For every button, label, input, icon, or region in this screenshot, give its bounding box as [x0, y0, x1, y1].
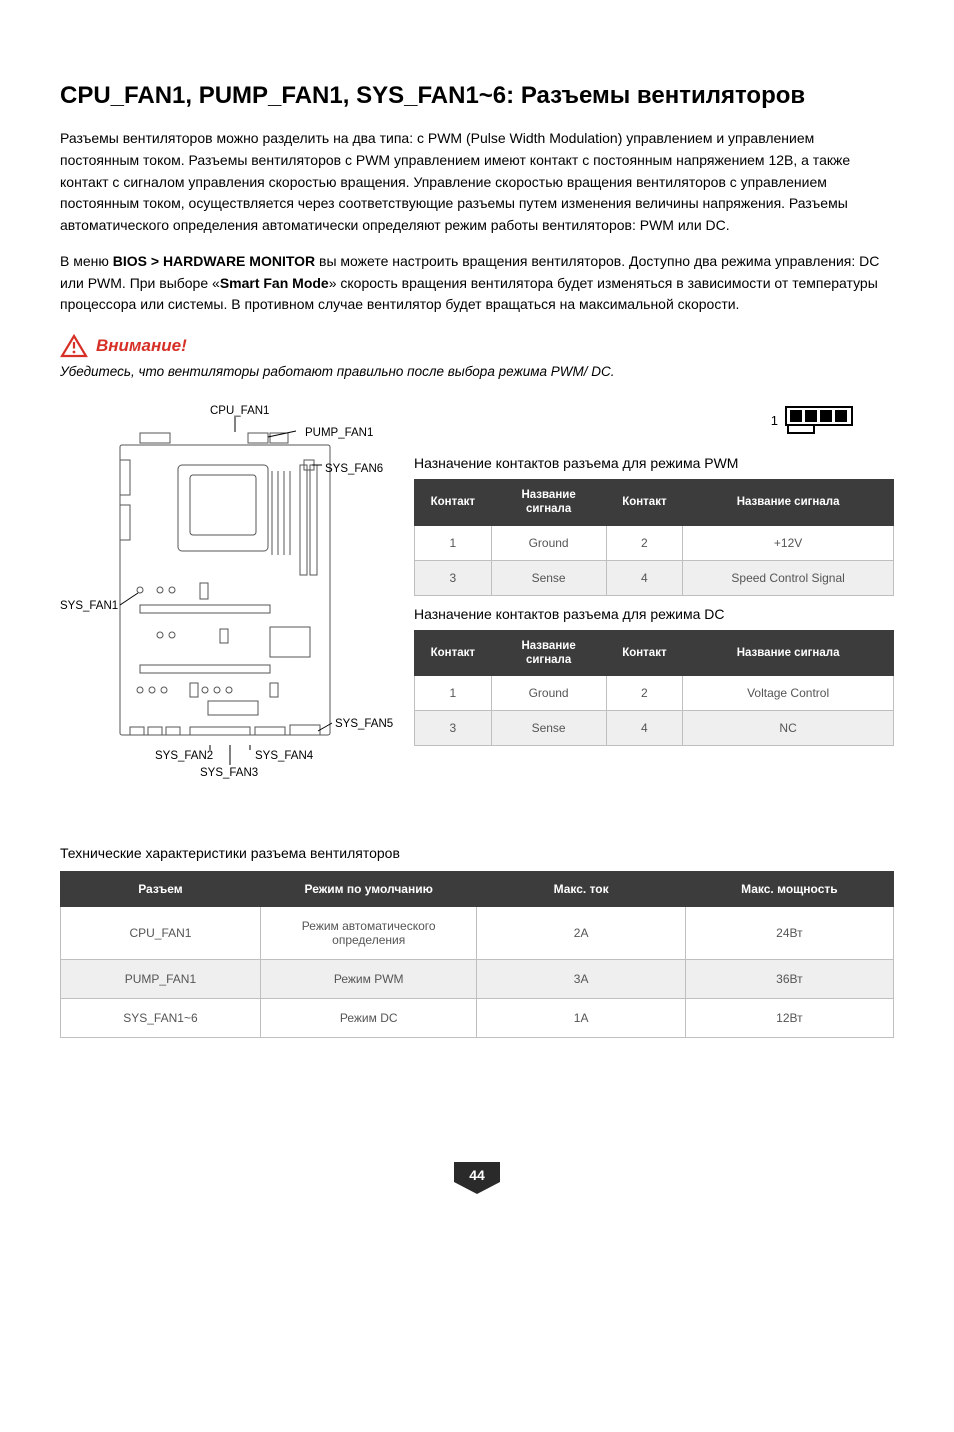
- cell: Sense: [491, 711, 606, 746]
- cell: Ground: [491, 525, 606, 560]
- table-row: 1 Ground 2 +12V: [415, 525, 894, 560]
- th-current: Макс. ток: [477, 871, 685, 906]
- diagram-area: CPU_FAN1 PUMP_FAN1 SYS_FAN6 SYS_FAN1 SYS…: [60, 405, 894, 825]
- cell: 1: [415, 676, 492, 711]
- label-sys-fan2: SYS_FAN2: [155, 750, 213, 762]
- cell: SYS_FAN1~6: [61, 998, 261, 1037]
- cell: Режим DC: [260, 998, 477, 1037]
- dc-table-title: Назначение контактов разъема для режима …: [414, 606, 894, 622]
- spec-table: Разъем Режим по умолчанию Макс. ток Макс…: [60, 871, 894, 1038]
- cell: Speed Control Signal: [683, 560, 894, 595]
- th-signal: Название сигнала: [683, 479, 894, 525]
- cell: 1A: [477, 998, 685, 1037]
- paragraph-2: В меню BIOS > HARDWARE MONITOR вы можете…: [60, 251, 894, 316]
- cell: CPU_FAN1: [61, 906, 261, 959]
- cell: 12Вт: [685, 998, 893, 1037]
- cell: 1: [415, 525, 492, 560]
- page-number: 44: [469, 1167, 485, 1183]
- cell: 24Вт: [685, 906, 893, 959]
- cell: +12V: [683, 525, 894, 560]
- connector-icon: [784, 405, 854, 437]
- th-signal: Название сигнала: [491, 479, 606, 525]
- paragraph-1: Разъемы вентиляторов можно разделить на …: [60, 128, 894, 236]
- alert-note: Убедитесь, что вентиляторы работают прав…: [60, 364, 894, 379]
- cell: 2: [606, 525, 683, 560]
- cell: Режим автоматического определения: [260, 906, 477, 959]
- table-row: 3 Sense 4 NC: [415, 711, 894, 746]
- cell: Ground: [491, 676, 606, 711]
- th-contact: Контакт: [415, 630, 492, 676]
- label-cpu-fan1: CPU_FAN1: [210, 405, 269, 417]
- cell: 3: [415, 711, 492, 746]
- cell: Sense: [491, 560, 606, 595]
- label-sys-fan3: SYS_FAN3: [200, 767, 258, 779]
- pwm-pin-table: Контакт Название сигнала Контакт Названи…: [414, 479, 894, 596]
- cell: 4: [606, 560, 683, 595]
- cell: Режим PWM: [260, 959, 477, 998]
- table-row: 3 Sense 4 Speed Control Signal: [415, 560, 894, 595]
- p2-bold2: Smart Fan Mode: [220, 275, 329, 291]
- th-mode: Режим по умолчанию: [260, 871, 477, 906]
- motherboard-diagram: CPU_FAN1 PUMP_FAN1 SYS_FAN6 SYS_FAN1 SYS…: [60, 405, 390, 825]
- p2-pre: В меню: [60, 253, 113, 269]
- table-row: 1 Ground 2 Voltage Control: [415, 676, 894, 711]
- table-row: SYS_FAN1~6 Режим DC 1A 12Вт: [61, 998, 894, 1037]
- th-contact: Контакт: [415, 479, 492, 525]
- connector-pin1-figure: 1: [414, 405, 894, 437]
- th-power: Макс. мощность: [685, 871, 893, 906]
- page-number-badge: 44: [450, 1158, 504, 1198]
- th-connector: Разъем: [61, 871, 261, 906]
- cell: 2: [606, 676, 683, 711]
- th-contact: Контакт: [606, 630, 683, 676]
- warning-triangle-icon: [60, 334, 88, 358]
- page-title: CPU_FAN1, PUMP_FAN1, SYS_FAN1~6: Разъемы…: [60, 80, 894, 112]
- cell: 2A: [477, 906, 685, 959]
- cell: 3: [415, 560, 492, 595]
- cell: NC: [683, 711, 894, 746]
- th-signal: Название сигнала: [683, 630, 894, 676]
- th-signal: Название сигнала: [491, 630, 606, 676]
- cell: PUMP_FAN1: [61, 959, 261, 998]
- alert-heading: Внимание!: [60, 334, 894, 358]
- alert-label: Внимание!: [96, 336, 187, 356]
- dc-pin-table: Контакт Название сигнала Контакт Названи…: [414, 630, 894, 747]
- pin1-label: 1: [771, 413, 778, 428]
- table-row: PUMP_FAN1 Режим PWM 3A 36Вт: [61, 959, 894, 998]
- cell: Voltage Control: [683, 676, 894, 711]
- th-contact: Контакт: [606, 479, 683, 525]
- label-pump-fan1: PUMP_FAN1: [305, 427, 373, 439]
- pwm-table-title: Назначение контактов разъема для режима …: [414, 455, 894, 471]
- label-sys-fan1: SYS_FAN1: [60, 600, 118, 612]
- label-sys-fan4: SYS_FAN4: [255, 750, 313, 762]
- spec-table-title: Технические характеристики разъема венти…: [60, 845, 894, 861]
- cell: 4: [606, 711, 683, 746]
- label-sys-fan5: SYS_FAN5: [335, 718, 393, 730]
- cell: 36Вт: [685, 959, 893, 998]
- label-sys-fan6: SYS_FAN6: [325, 463, 383, 475]
- cell: 3A: [477, 959, 685, 998]
- p2-bold1: BIOS > HARDWARE MONITOR: [113, 253, 315, 269]
- table-row: CPU_FAN1 Режим автоматического определен…: [61, 906, 894, 959]
- tables-column: 1 Назначение контактов разъема для режим…: [414, 405, 894, 757]
